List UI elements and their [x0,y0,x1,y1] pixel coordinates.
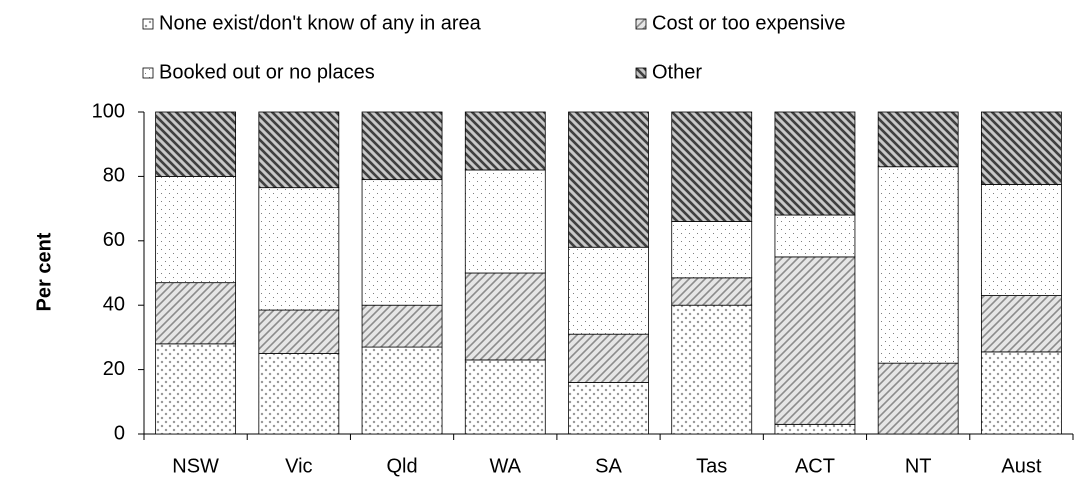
bar-segment [568,246,649,335]
x-tick-label: SA [595,455,622,477]
x-tick-label: Tas [696,455,727,477]
bar-segment [155,111,237,177]
y-tick-label: 40 [103,293,125,315]
legend-label: Booked out or no places [159,61,375,83]
legend-swatch [635,67,647,79]
bar-segment [258,111,340,189]
x-tick-label: WA [490,455,522,477]
bar-segment [568,382,649,435]
y-tick-label: 20 [103,358,125,380]
legend-label: None exist/don't know of any in area [159,12,482,34]
bar-segment [361,304,443,348]
x-tick-label: Qld [386,455,417,477]
x-tick-label: NT [905,455,932,477]
bar-segment [877,166,959,364]
bar-segment [568,111,649,248]
legend-swatch [142,18,154,30]
y-axis-label: Per cent [33,232,55,311]
x-tick-label: NSW [172,455,219,477]
y-tick-label: 80 [103,165,125,187]
legend-swatch [635,18,647,30]
y-tick-label: 0 [114,422,125,444]
bar-segment [980,184,1062,296]
y-tick-label: 100 [92,100,125,122]
bar-segment [671,277,753,306]
bar-segment [671,221,753,279]
bar-segment [464,272,546,361]
bar-segment [877,362,959,435]
bar-segment [361,179,443,306]
bar-segment [671,111,753,222]
bar-segment [155,343,237,435]
y-tick-label: 60 [103,229,125,251]
bar-segment [980,351,1062,435]
bar-segment [155,282,237,345]
bar-segment [774,214,856,258]
legend-swatch [142,67,154,79]
bar-segment [464,169,546,274]
x-tick-label: Aust [1001,455,1041,477]
bar-segment [568,333,649,383]
bar-segment [774,111,856,216]
legend-label: Other [652,61,702,83]
bar-segment [464,111,546,171]
bar-segment [774,256,856,425]
bar-segment [980,111,1062,185]
bar-segment [258,309,340,354]
bar-segment [361,346,443,435]
legend-label: Cost or too expensive [652,12,845,34]
x-tick-label: ACT [795,455,835,477]
bar-segment [258,187,340,311]
bar-segment [258,353,340,435]
bar-segment [155,175,237,284]
bar-segment [671,304,753,435]
bar-segment [877,111,959,168]
x-tick-label: Vic [285,455,312,477]
bar-segment [774,423,856,435]
bar-segment [464,359,546,435]
bar-segment [361,111,443,181]
bar-segment [980,295,1062,353]
